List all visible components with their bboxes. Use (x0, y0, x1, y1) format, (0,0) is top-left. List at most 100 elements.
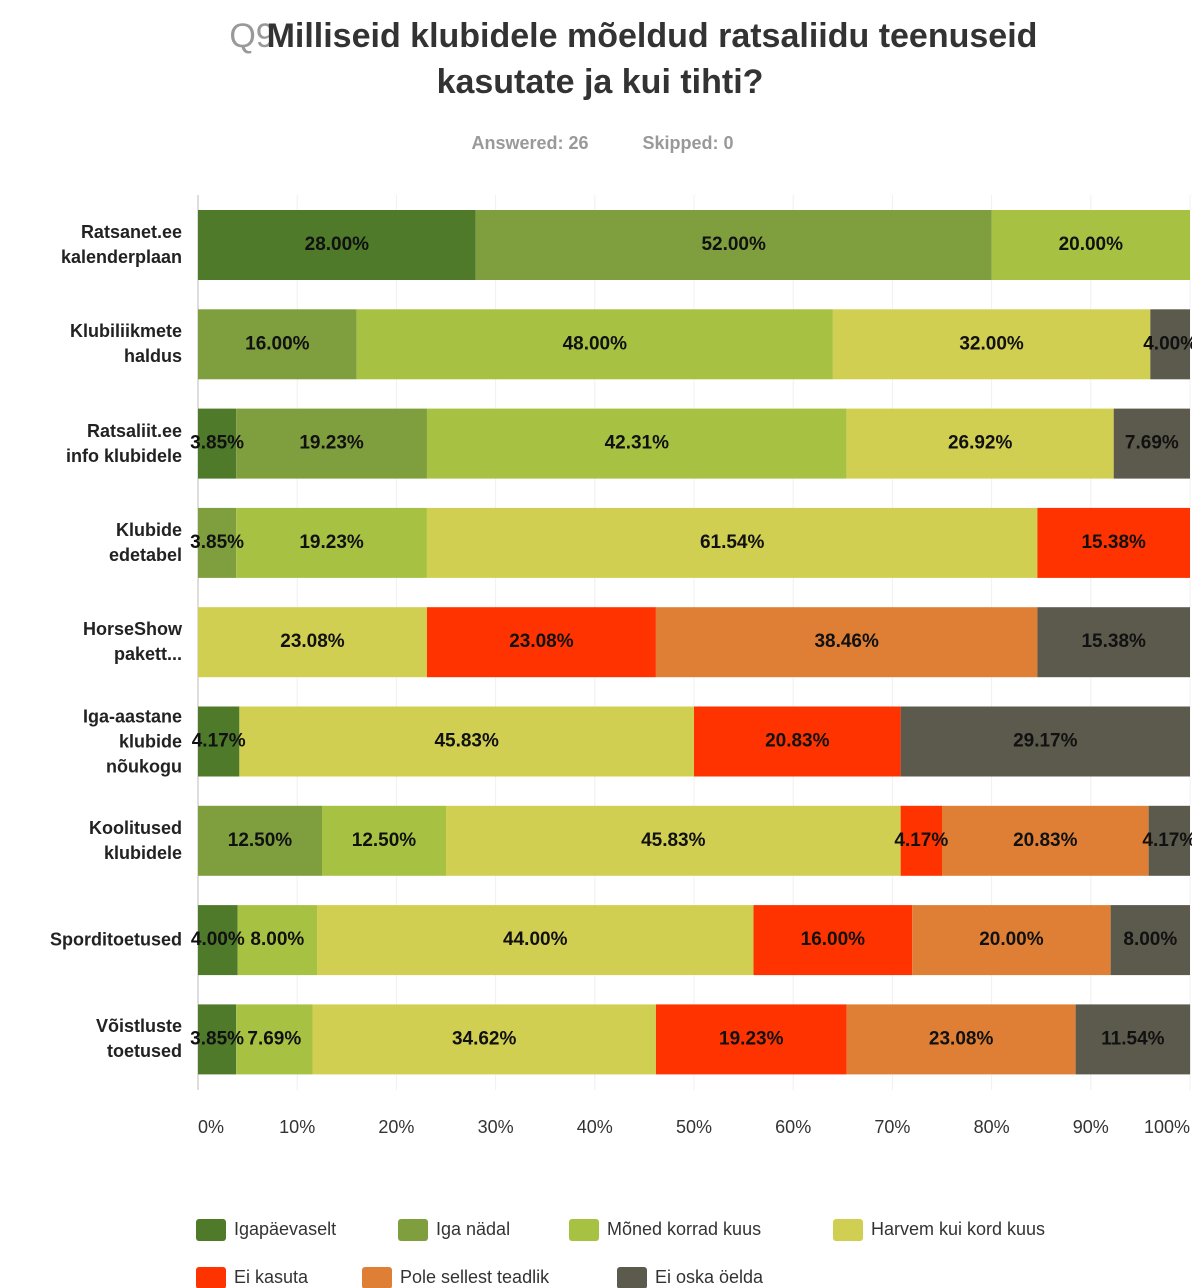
bar-segment (475, 210, 992, 280)
y-tick-label: Võistluste toetused (95, 1016, 182, 1062)
data-label: 34.62% (452, 1028, 517, 1049)
chart-title: Milliseid klubidele mõeldud ratsaliidu t… (267, 17, 1038, 101)
legend-swatch (617, 1267, 647, 1288)
legend-label: Pole sellest teadlik (400, 1267, 550, 1287)
bar-segment (900, 706, 1190, 777)
question-number: Q9 (229, 17, 274, 55)
data-label: 20.83% (1013, 830, 1078, 851)
bar-segment (1037, 607, 1190, 678)
answered: Answered: 26 (471, 133, 588, 153)
bar-segment (1075, 1004, 1191, 1075)
legend-swatch (398, 1219, 428, 1241)
bar-segment (198, 210, 476, 280)
data-label: 20.83% (765, 731, 830, 752)
bar-segment (655, 607, 1038, 678)
bar-segment (198, 805, 322, 876)
bar-segment (846, 1004, 1076, 1075)
x-tick-label: 50% (676, 1117, 712, 1137)
data-label: 16.00% (801, 929, 866, 950)
y-tick-label: Klubide edetabel (108, 519, 182, 565)
bar-segment (846, 408, 1114, 479)
legend-swatch (362, 1267, 392, 1288)
bar-segment (832, 309, 1151, 380)
bar-segment (1150, 309, 1190, 380)
bar-segment (239, 706, 694, 777)
bar-segment (1113, 408, 1190, 479)
x-tick-label: 60% (775, 1117, 811, 1137)
data-label: 45.83% (641, 830, 706, 851)
data-label: 38.46% (814, 631, 879, 652)
bar-segment (356, 309, 833, 380)
bar-segment (198, 905, 238, 976)
legend-swatch (569, 1219, 599, 1241)
chart-title-part: kasutate ja kui tihti? (437, 63, 764, 101)
bar-segment (236, 507, 427, 578)
bar-segment (655, 1004, 847, 1075)
bar-segment (236, 1004, 313, 1075)
data-label: 20.00% (1059, 234, 1124, 255)
data-label: 7.69% (247, 1028, 301, 1049)
bar-segment (900, 805, 942, 876)
data-label: 3.85% (190, 433, 244, 454)
bar-segment (198, 607, 427, 678)
bar-segment (312, 1004, 656, 1075)
data-label: 15.38% (1081, 631, 1146, 652)
data-label: 4.17% (894, 830, 948, 851)
bar-segment (317, 905, 754, 976)
bar-segment (912, 905, 1111, 976)
legend-label: Ei kasuta (234, 1267, 309, 1287)
bar-segment (198, 507, 237, 578)
bar-segment (198, 1004, 237, 1075)
x-tick-label: 70% (874, 1117, 910, 1137)
y-tick-label: Sporditoetused (49, 929, 182, 950)
legend-label: Igapäevaselt (234, 1219, 336, 1239)
legend-label: Harvem kui kord kuus (871, 1219, 1045, 1239)
data-label: 28.00% (305, 234, 370, 255)
data-label: 12.50% (228, 830, 293, 851)
bar-segment (236, 408, 427, 479)
bar-segment (1110, 905, 1190, 976)
y-tick-label: HorseShow pakett... (82, 619, 182, 665)
data-label: 4.17% (192, 731, 246, 752)
bar-segment (694, 706, 901, 777)
data-label: 20.00% (979, 929, 1044, 950)
data-label: 44.00% (503, 929, 568, 950)
bar-segment (198, 408, 237, 479)
data-label: 12.50% (352, 830, 417, 851)
skipped: Skipped: 0 (642, 133, 733, 153)
x-tick-label: 0% (198, 1117, 224, 1137)
data-label: 8.00% (250, 929, 304, 950)
bar-segment (426, 507, 1038, 578)
x-tick-label: 30% (478, 1117, 514, 1137)
data-label: 45.83% (434, 731, 499, 752)
x-tick-label: 20% (378, 1117, 414, 1137)
data-label: 23.08% (929, 1028, 994, 1049)
data-label: 4.00% (1143, 333, 1192, 354)
data-label: 8.00% (1123, 929, 1177, 950)
data-label: 61.54% (700, 532, 765, 553)
bar-segment (198, 309, 357, 380)
bar-segment (753, 905, 913, 976)
y-tick-label: Iga-aastane klubide nõukogu (82, 706, 182, 776)
y-tick-label: Klubiliikmete haldus (69, 321, 182, 367)
legend-label: Iga nädal (436, 1219, 510, 1239)
bar-segment (198, 706, 240, 777)
data-label: 4.00% (191, 929, 245, 950)
data-label: 29.17% (1013, 731, 1078, 752)
data-label: 3.85% (190, 1028, 244, 1049)
legend-swatch (833, 1219, 863, 1241)
bar-segment (446, 805, 901, 876)
data-label: 19.23% (299, 433, 364, 454)
data-label: 42.31% (605, 433, 670, 454)
data-label: 48.00% (563, 333, 628, 354)
chart-title-line: Q9 (229, 17, 274, 55)
y-tick-label: Koolitused klubidele (89, 817, 182, 863)
data-label: 19.23% (299, 532, 364, 553)
legend-swatch (196, 1219, 226, 1241)
x-tick-label: 80% (974, 1117, 1010, 1137)
data-label: 11.54% (1101, 1028, 1164, 1049)
data-label: 4.17% (1142, 830, 1192, 851)
data-label: 32.00% (959, 333, 1024, 354)
